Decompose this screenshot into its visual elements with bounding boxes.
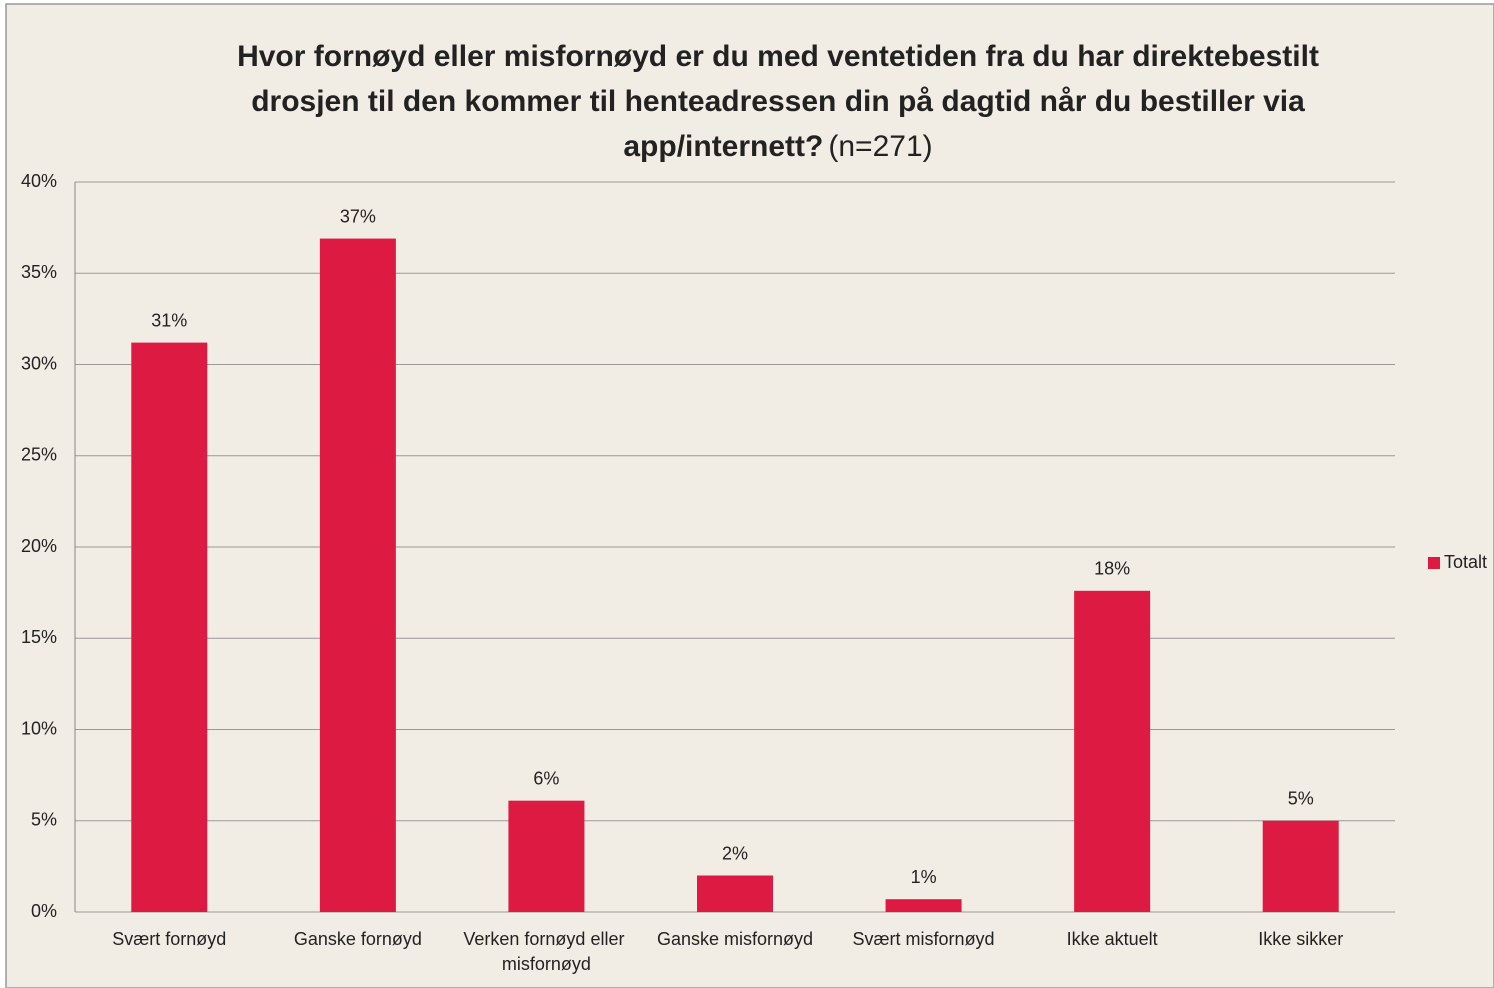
data-label: 2% [722,843,748,863]
y-tick-label: 20% [21,536,57,556]
x-tick-label: Ganske misfornøyd [657,929,813,949]
data-label: 1% [911,867,937,887]
x-tick-label: Svært misfornøyd [853,929,995,949]
data-label: 18% [1094,559,1130,579]
data-label: 6% [533,768,559,788]
y-tick-label: 5% [31,810,57,830]
bar [1074,590,1151,912]
x-tick-label: Ikke sikker [1258,929,1343,949]
y-tick-label: 15% [21,627,57,647]
bar [697,875,773,912]
x-tick-label: Verken fornøyd eller misfornøyd [463,929,629,974]
chart-title: app/internett? (n=271) [623,130,932,163]
legend-label: Totalt [1444,552,1487,572]
y-tick-label: 25% [21,445,57,465]
bar [131,342,208,913]
bar [885,899,962,912]
chart-title: app/internett? [623,130,823,163]
chart-title: Hvor fornøyd eller misfornøyd er du med … [237,40,1319,73]
legend-swatch [1428,557,1440,569]
y-tick-label: 30% [21,353,57,373]
x-tick-label: Ganske fornøyd [294,929,422,949]
x-tick-label: Ikke aktuelt [1067,929,1158,949]
y-tick-label: 0% [31,901,57,921]
chart-background [5,3,1494,988]
data-label: 5% [1288,789,1314,809]
bar [508,800,585,912]
data-label: 37% [340,206,376,226]
bar [1262,820,1339,912]
data-label: 31% [151,310,187,330]
bar [319,238,396,912]
y-tick-label: 10% [21,718,57,738]
chart-title: drosjen til den kommer til henteadressen… [251,85,1305,118]
chart-subtitle: (n=271) [828,130,932,163]
y-tick-label: 35% [21,262,57,282]
y-tick-label: 40% [21,171,57,191]
x-tick-label: Svært fornøyd [112,929,226,949]
